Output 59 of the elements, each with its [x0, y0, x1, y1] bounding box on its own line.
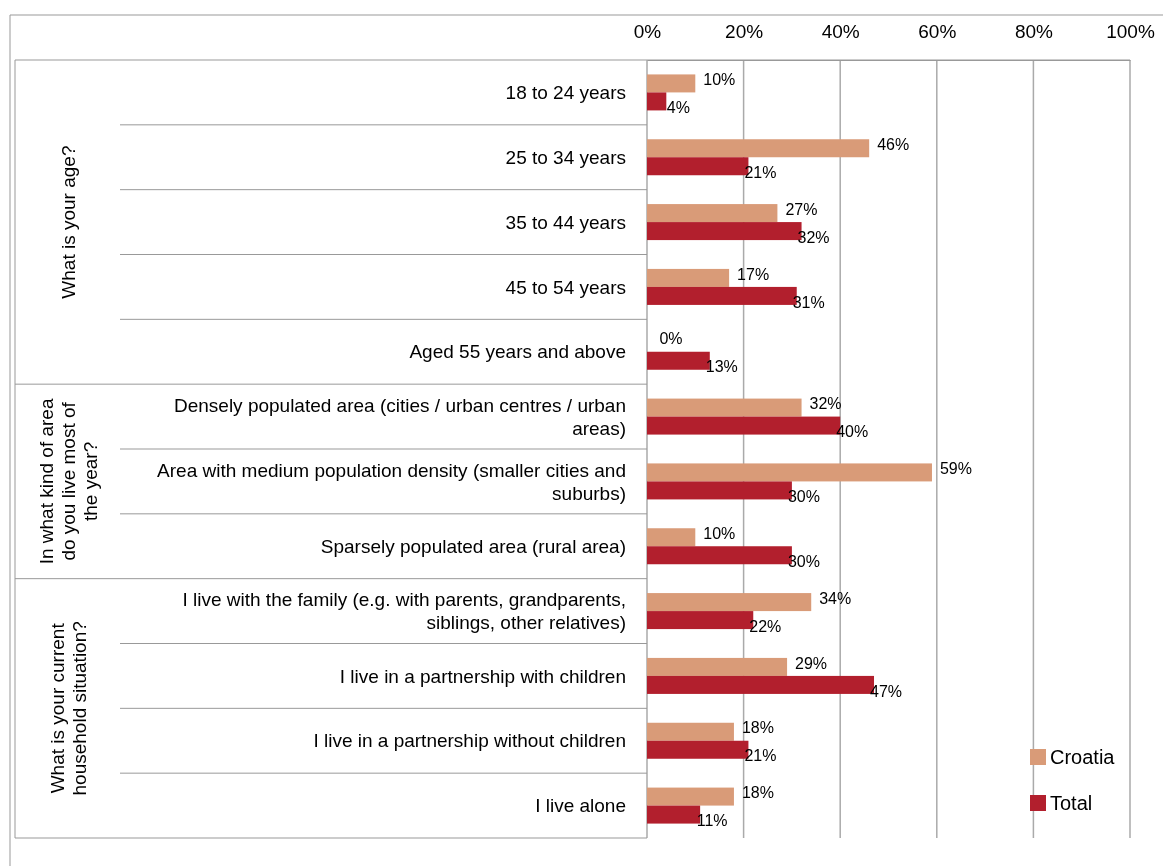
data-label: 18%: [741, 784, 774, 802]
bar: [647, 593, 812, 612]
x-tick-label: 0%: [633, 21, 662, 42]
bar: [647, 722, 734, 741]
x-tick-label: 20%: [725, 21, 764, 42]
text: What is your age?: [57, 145, 79, 299]
data-label: 27%: [785, 200, 818, 218]
legend-label: Croatia: [1050, 746, 1116, 768]
bar: [647, 139, 870, 158]
y-tick-label: Aged 55 years and above: [409, 341, 626, 363]
legend-label: Total: [1050, 792, 1093, 814]
bar: [647, 74, 696, 93]
data-label: 4%: [666, 99, 690, 117]
text: What is your current household situation?: [46, 621, 90, 796]
y-tick-label: 35 to 44 years: [505, 211, 626, 233]
x-tick-label: 60%: [918, 21, 957, 42]
y-tick-label: 25 to 34 years: [505, 146, 626, 168]
data-label: 29%: [795, 654, 828, 672]
y-tick-label: I live with the family (e.g. with parents, grandparents, siblings, other relatives): [182, 589, 626, 634]
x-tick-label: 80%: [1014, 21, 1054, 42]
data-label: 13%: [705, 358, 738, 376]
data-label: 11%: [696, 812, 728, 830]
y-tick-label: Sparsely populated area (rural area): [320, 535, 626, 557]
data-label: 34%: [819, 589, 852, 607]
data-label: 22%: [749, 617, 782, 635]
data-label: 46%: [877, 135, 910, 153]
bar: [647, 787, 734, 806]
data-label: 18%: [741, 719, 774, 737]
y-tick-label: Densely populated area (cities / urban centres / urban areas): [173, 394, 626, 439]
data-label: 17%: [737, 265, 770, 283]
data-label: 32%: [809, 395, 842, 413]
y-tick-label: I live in a partnership without children: [313, 730, 626, 752]
y-tick-label: I live alone: [535, 795, 626, 817]
data-label: 21%: [744, 163, 777, 181]
bar: [647, 92, 667, 111]
y-tick-label: 45 to 54 years: [505, 276, 626, 298]
bar: [647, 528, 696, 547]
y-tick-label: I live in a partnership with children: [339, 665, 626, 687]
y-tick-label: 18 to 24 years: [505, 82, 626, 104]
bar: [647, 463, 932, 482]
data-label: 0%: [659, 330, 683, 348]
bar: [647, 657, 788, 676]
data-label: 10%: [703, 524, 736, 542]
data-label: 30%: [787, 488, 820, 506]
y-tick-label: Area with medium population density (smaller cities and suburbs): [157, 459, 626, 504]
bar: [647, 204, 778, 223]
data-label: 30%: [787, 552, 820, 570]
data-label: 47%: [869, 682, 903, 700]
data-label: 40%: [836, 423, 869, 441]
data-label: 10%: [703, 71, 736, 89]
data-label: 32%: [797, 228, 830, 246]
x-tick-label: 100%: [1106, 21, 1155, 42]
data-label: 59%: [939, 460, 972, 478]
data-label: 31%: [792, 293, 825, 311]
bar: [647, 268, 730, 287]
bar: [647, 398, 802, 417]
x-tick-label: 40%: [821, 21, 860, 42]
text: In what kind of area do you live most of the year?: [35, 398, 101, 565]
data-label: 21%: [744, 747, 777, 765]
